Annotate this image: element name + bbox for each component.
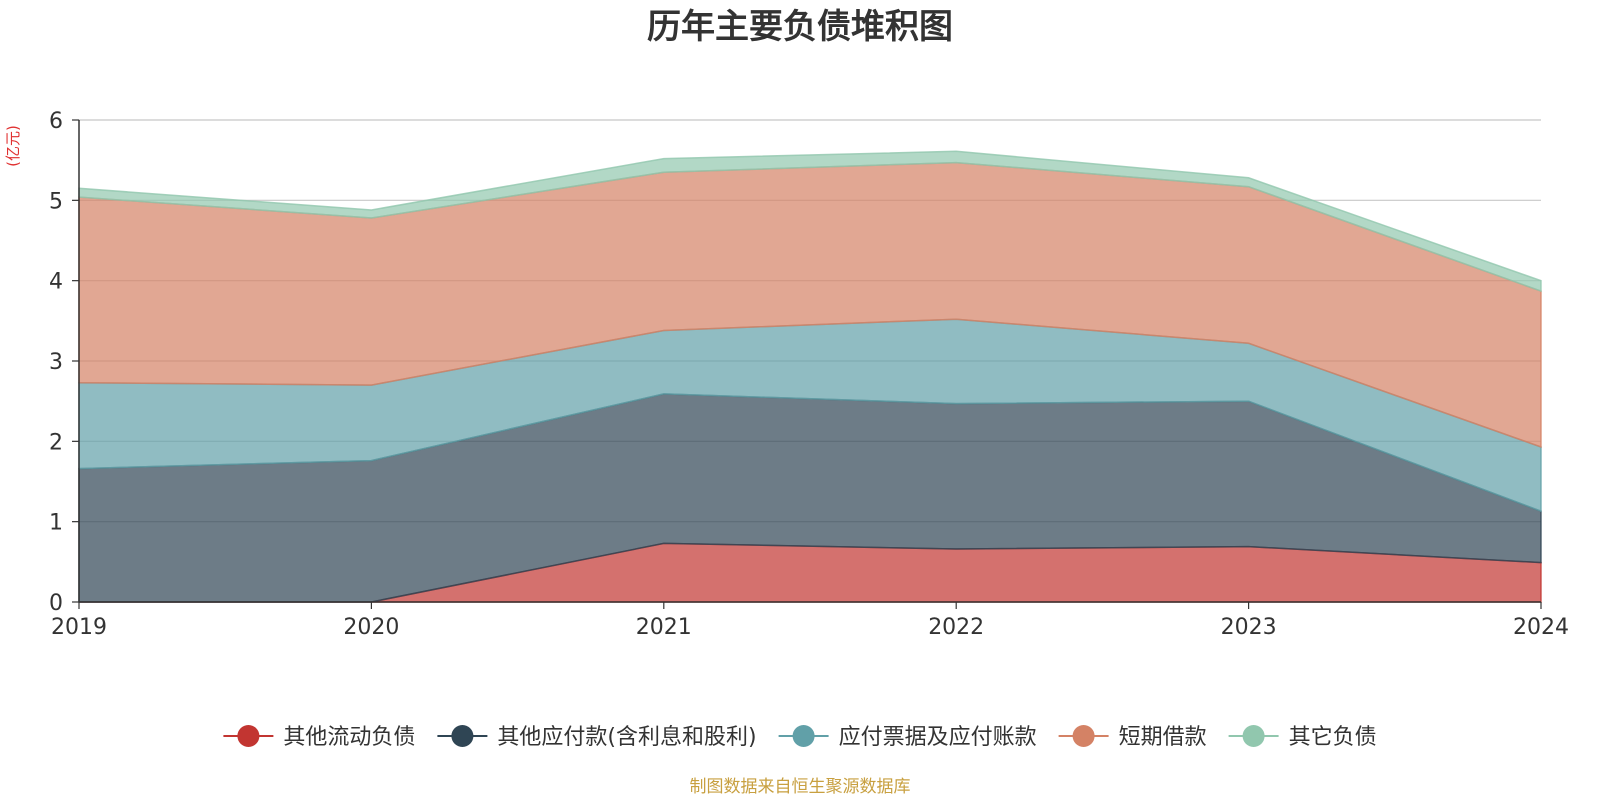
legend-item: 其它负债 xyxy=(1228,725,1377,750)
legend-swatch-dot xyxy=(1072,725,1095,747)
y-axis-unit: (亿元) xyxy=(4,125,22,167)
legend-item: 其他应付款(含利息和股利) xyxy=(437,725,757,750)
x-tick-label: 2024 xyxy=(1513,615,1569,640)
legend-swatch-dot xyxy=(1242,725,1265,747)
y-tick-label: 1 xyxy=(49,511,63,536)
legend-label: 短期借款 xyxy=(1119,725,1207,750)
legend-item: 其他流动负债 xyxy=(223,725,415,750)
legend-swatch-dot xyxy=(237,725,260,747)
legend: 其他流动负债 其他应付款(含利息和股利) 应付票据及应付账款 短期借款 其它负债 xyxy=(223,725,1377,750)
x-tick-label: 2021 xyxy=(636,615,692,640)
legend-label: 其他应付款(含利息和股利) xyxy=(497,725,756,750)
legend-label: 其它负债 xyxy=(1289,725,1377,750)
data-source-note: 制图数据来自恒生聚源数据库 xyxy=(690,777,911,797)
area-series xyxy=(78,150,1542,293)
area-layers xyxy=(78,150,1542,603)
legend-label: 应付票据及应付账款 xyxy=(839,725,1037,750)
x-tick-label: 2019 xyxy=(51,615,107,640)
legend-label: 其他流动负债 xyxy=(283,725,415,750)
y-tick-label: 5 xyxy=(49,189,63,214)
legend-item: 应付票据及应付账款 xyxy=(778,725,1037,750)
y-tick-label: 2 xyxy=(49,430,63,455)
axes: 0 1 2 3 4 5 6 2019 2020 2021 2022 2023 2024 xyxy=(49,109,1569,640)
x-tick-label: 2022 xyxy=(928,615,984,640)
legend-swatch-dot xyxy=(792,725,815,747)
y-tick-label: 0 xyxy=(49,591,63,616)
x-tick-label: 2020 xyxy=(343,615,399,640)
y-tick-label: 3 xyxy=(49,350,63,375)
legend-swatch-dot xyxy=(451,725,474,747)
x-tick-label: 2023 xyxy=(1221,615,1277,640)
legend-item: 短期借款 xyxy=(1058,725,1207,750)
y-tick-label: 4 xyxy=(49,270,63,295)
y-tick-label: 6 xyxy=(49,109,63,134)
chart-title: 历年主要负债堆积图 xyxy=(647,7,953,47)
